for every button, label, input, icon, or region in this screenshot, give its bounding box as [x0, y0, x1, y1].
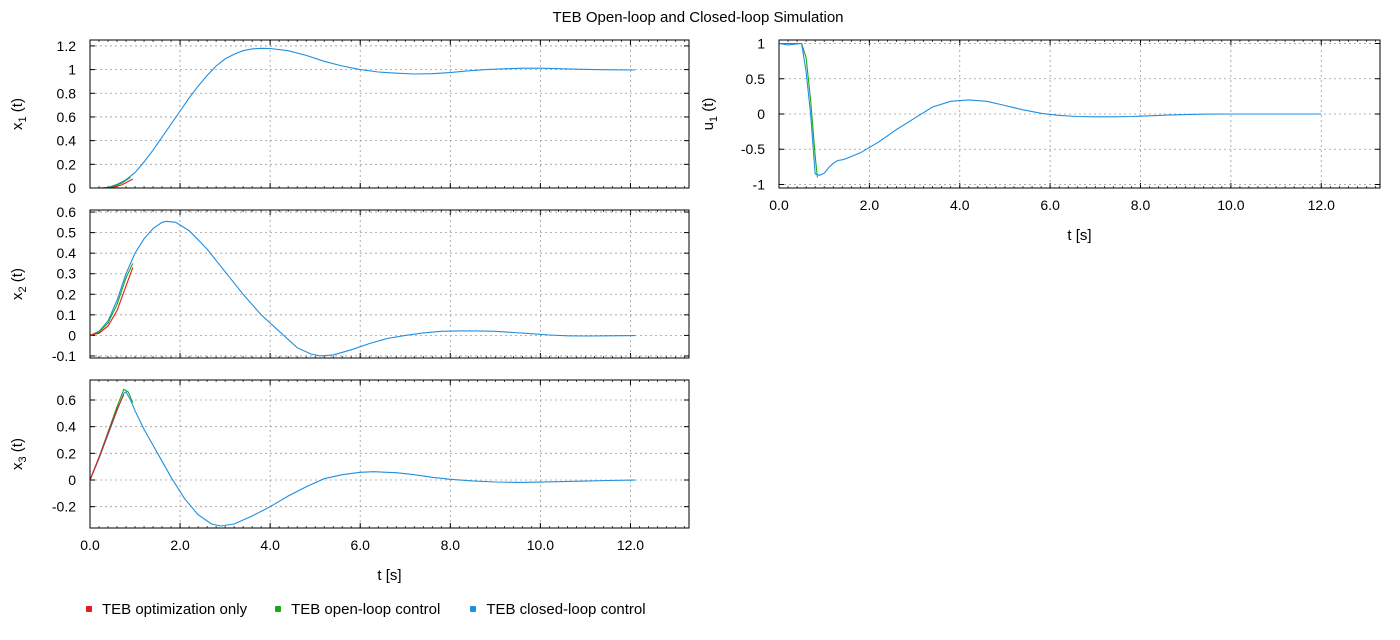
x-tick-label: 6.0 [1040, 197, 1060, 213]
plot-frame [89, 39, 690, 189]
plot-frame [778, 39, 1381, 189]
legend-label: TEB closed-loop control [486, 600, 646, 618]
y-tick-label: 0.6 [57, 204, 77, 220]
chart-panel-x2: -0.1 0 0.1 0.2 0.3 0.4 0.5 0.6 x2 (t) [9, 204, 690, 364]
y-axis-label: x3 (t) [9, 438, 29, 470]
x-tick-label: 12.0 [1308, 197, 1335, 213]
y-tick-label: -0.5 [741, 141, 765, 157]
x-tick-label: 4.0 [260, 537, 280, 553]
y-tick-label: 0.2 [57, 286, 77, 302]
x-tick-label: 2.0 [170, 537, 190, 553]
legend-item-closed-loop: TEB closed-loop control [470, 600, 646, 618]
chart-title: TEB Open-loop and Closed-loop Simulation [553, 9, 844, 26]
y-tick-label: 0.1 [57, 307, 77, 323]
y-tick-label: -0.1 [52, 348, 76, 364]
series-line [90, 394, 125, 481]
x-tick-label: 6.0 [350, 537, 370, 553]
series-line [90, 263, 134, 336]
legend-label: TEB open-loop control [291, 600, 441, 618]
y-tick-label: 0.4 [57, 419, 77, 435]
y-tick-label: 0.6 [57, 109, 77, 125]
legend-marker-red [86, 606, 92, 612]
x-axis-label: t [s] [377, 567, 401, 584]
legend-marker-blue [470, 606, 477, 612]
legend-item-optimization-only: TEB optimization only [86, 601, 247, 618]
y-axis-label: x1 (t) [9, 98, 29, 130]
chart-panel-x1: 0 0.2 0.4 0.6 0.8 1 1.2 x1 (t) [9, 38, 690, 196]
chart-panel-u1: 0.0 2.0 4.0 6.0 8.0 10.0 12.0 -1 -0.5 0 0.5 1 u1 (t)… [700, 36, 1381, 244]
y-tick-label: 0.3 [57, 266, 77, 282]
plot-frame [89, 209, 690, 359]
y-tick-label: 1 [68, 62, 76, 78]
y-tick-label: 0.4 [57, 133, 77, 149]
y-tick-label: 0.6 [57, 392, 77, 408]
y-tick-label: 0 [68, 327, 76, 343]
y-tick-label: 0 [757, 106, 765, 122]
y-tick-label: 0 [68, 472, 76, 488]
legend-item-open-loop: TEB open-loop control [275, 601, 440, 618]
x-tick-label: 8.0 [441, 537, 461, 553]
y-tick-label: 0.5 [746, 71, 766, 87]
y-axis-label: x2 (t) [9, 268, 29, 300]
plot-area [90, 210, 689, 358]
x-axis-label: t [s] [1067, 227, 1091, 244]
x-tick-label: 0.0 [769, 197, 789, 213]
series-line [90, 47, 636, 188]
series-line [90, 220, 636, 357]
chart-legend: TEB optimization only TEB open-loop cont… [86, 598, 674, 620]
y-tick-label: 1.2 [57, 38, 77, 54]
y-axis-label: u1 (t) [700, 98, 720, 131]
y-tick-label: -0.2 [52, 499, 76, 515]
x-tick-label: 10.0 [1217, 197, 1244, 213]
y-tick-label: -1 [753, 176, 766, 192]
x-tick-label: 12.0 [617, 537, 644, 553]
y-tick-label: 0.4 [57, 245, 77, 261]
series-line [90, 391, 636, 527]
series-line [90, 267, 134, 336]
x-tick-label: 8.0 [1131, 197, 1151, 213]
plot-area [90, 40, 689, 188]
y-tick-label: 0.8 [57, 85, 77, 101]
y-tick-label: 1 [757, 36, 765, 52]
legend-marker-green [275, 606, 282, 612]
plot-frame [89, 379, 690, 529]
x-tick-label: 0.0 [80, 537, 100, 553]
x-tick-label: 2.0 [860, 197, 880, 213]
y-tick-label: 0.2 [57, 445, 77, 461]
x-tick-label: 4.0 [950, 197, 970, 213]
y-tick-label: 0.5 [57, 225, 77, 241]
x-tick-label: 10.0 [527, 537, 554, 553]
legend-label: TEB optimization only [102, 600, 248, 618]
series-line [779, 42, 1322, 176]
y-tick-label: 0 [68, 180, 76, 196]
plot-area [90, 380, 689, 528]
chart-panel-x3: 0.0 2.0 4.0 6.0 8.0 10.0 12.0 -0.2 0 0.2 0.4 0.6 x3 … [9, 379, 690, 584]
y-tick-label: 0.2 [57, 156, 77, 172]
